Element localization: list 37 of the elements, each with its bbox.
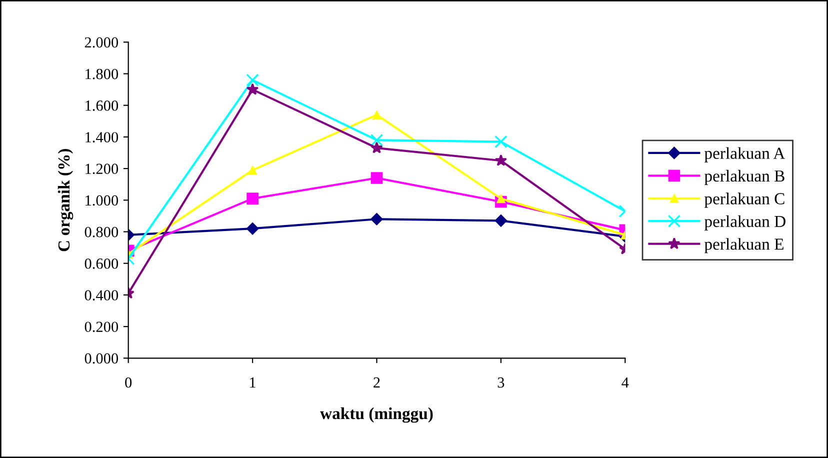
point [494,135,508,148]
point [246,83,259,95]
x-tick-label: 4 [622,377,629,388]
x-tick-label: 2 [374,377,380,388]
y-tick-label: 1.200 [86,164,118,174]
y-tick-label: 0.800 [84,226,118,238]
x-tick-label: 3 [498,377,504,388]
point [370,212,383,226]
y-tick-label: 1.800 [86,68,118,80]
y-axis-title: C organik (%) [58,149,74,252]
y-tick-label: 0.200 [84,322,118,332]
legend-label: perlakuan B [704,170,784,186]
y-tick-label: 1.000 [86,195,118,206]
y-tick-label: 0.400 [84,290,118,300]
x-axis-title: waktu (minggu) [320,407,433,423]
legend-label: perlakuan A [704,147,786,162]
x-tick-label: 1 [250,377,256,388]
y-tick-label: 0.000 [84,353,118,364]
legend-label: perlakuan E [704,238,784,254]
x-tick-label: 0 [125,377,132,388]
point [246,74,259,86]
y-tick-label: 1.600 [86,100,118,111]
legend-label: perlakuan D [704,215,786,230]
point [248,166,258,175]
point [370,142,383,154]
y-tick-label: 2.000 [84,37,118,48]
point [370,172,383,184]
point [246,222,259,235]
point [246,192,258,204]
point [372,110,382,120]
point [494,214,508,227]
legend-label: perlakuan C [704,192,784,208]
y-tick-label: 1.400 [86,132,118,142]
point [496,194,506,204]
y-tick-label: 0.600 [84,258,118,269]
point [494,154,508,166]
point [370,134,384,146]
